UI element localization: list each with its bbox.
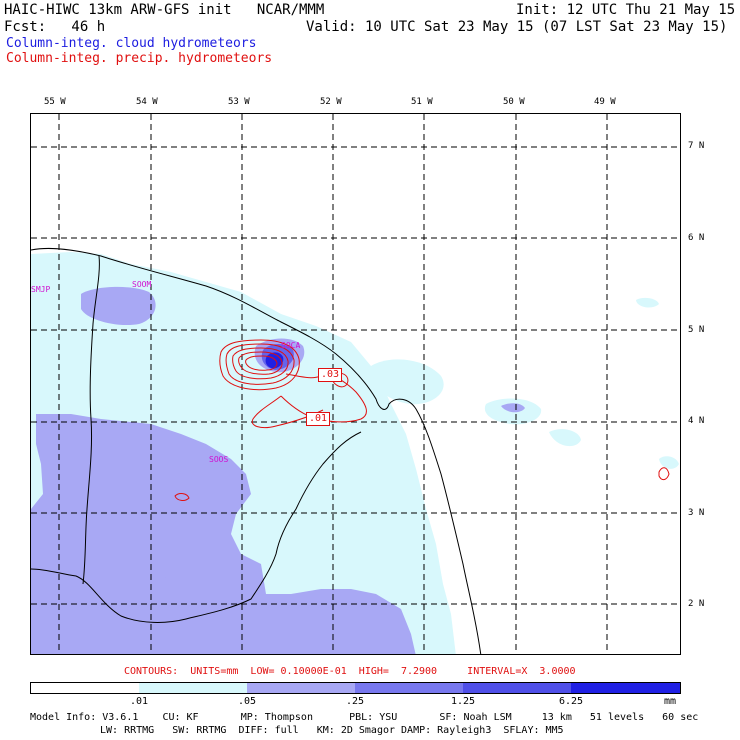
colorbar-tick-4: 1.25 — [451, 696, 476, 707]
lon-label-53w: 53 W — [228, 97, 250, 107]
forecast-hour: Fcst: 46 h — [4, 19, 106, 35]
lat-label-6n: 6 N — [688, 233, 705, 243]
model-info-line1: Model Info: V3.6.1 CU: KF MP: Thompson P… — [30, 712, 699, 723]
lon-label-52w: 52 W — [320, 97, 342, 107]
station-smjp: SMJP — [31, 285, 51, 294]
station-soom: SOOM — [132, 280, 152, 289]
colorbar-segment-1 — [139, 683, 247, 693]
lon-label-55w: 55 W — [44, 97, 66, 107]
field-cloud-hydrometeors: Column-integ. cloud hydrometeors — [6, 36, 257, 51]
lat-label-7n: 7 N — [688, 141, 705, 151]
lat-label-2n: 2 N — [688, 599, 705, 609]
station-soos: SOOS — [209, 455, 229, 464]
lon-label-51w: 51 W — [411, 97, 433, 107]
colorbar-units: mm — [664, 696, 677, 707]
lon-label-50w: 50 W — [503, 97, 525, 107]
colorbar-tick-5: 6.25 — [559, 696, 584, 707]
contour-label-03: .03 — [318, 368, 343, 382]
station-soca: SOCA — [281, 341, 301, 350]
lat-label-5n: 5 N — [688, 325, 705, 335]
colorbar-segment-5 — [571, 683, 680, 693]
colorbar-tick-3: .25 — [346, 696, 365, 707]
colorbar-segment-3 — [355, 683, 463, 693]
lon-label-49w: 49 W — [594, 97, 616, 107]
map-panel[interactable]: SMJP SOOM SOCA SOOS .03 .01 — [30, 113, 681, 655]
model-info-line2: LW: RRTMG SW: RRTMG DIFF: full KM: 2D Sm… — [100, 725, 564, 736]
colorbar-tick-1: .01 — [130, 696, 149, 707]
lon-label-54w: 54 W — [136, 97, 158, 107]
colorbar-tick-2: .05 — [238, 696, 257, 707]
field-precip-hydrometeors: Column-integ. precip. hydrometeors — [6, 51, 273, 66]
contour-label-01: .01 — [306, 412, 331, 426]
colorbar — [30, 682, 681, 694]
contours-info: CONTOURS: UNITS=mm LOW= 0.10000E-01 HIGH… — [124, 666, 576, 677]
coastline — [31, 247, 482, 654]
colorbar-segment-0 — [31, 683, 139, 693]
colorbar-segment-2 — [247, 683, 355, 693]
lat-lon-grid — [31, 114, 680, 654]
lat-label-3n: 3 N — [688, 508, 705, 518]
init-time: Init: 12 UTC Thu 21 May 15 — [516, 2, 736, 18]
lat-label-4n: 4 N — [688, 416, 705, 426]
map-canvas — [31, 114, 680, 654]
colorbar-segment-4 — [463, 683, 571, 693]
model-title: HAIC-HIWC 13km ARW-GFS init NCAR/MMM — [4, 2, 325, 18]
valid-time: Valid: 10 UTC Sat 23 May 15 (07 LST Sat … — [306, 19, 728, 35]
